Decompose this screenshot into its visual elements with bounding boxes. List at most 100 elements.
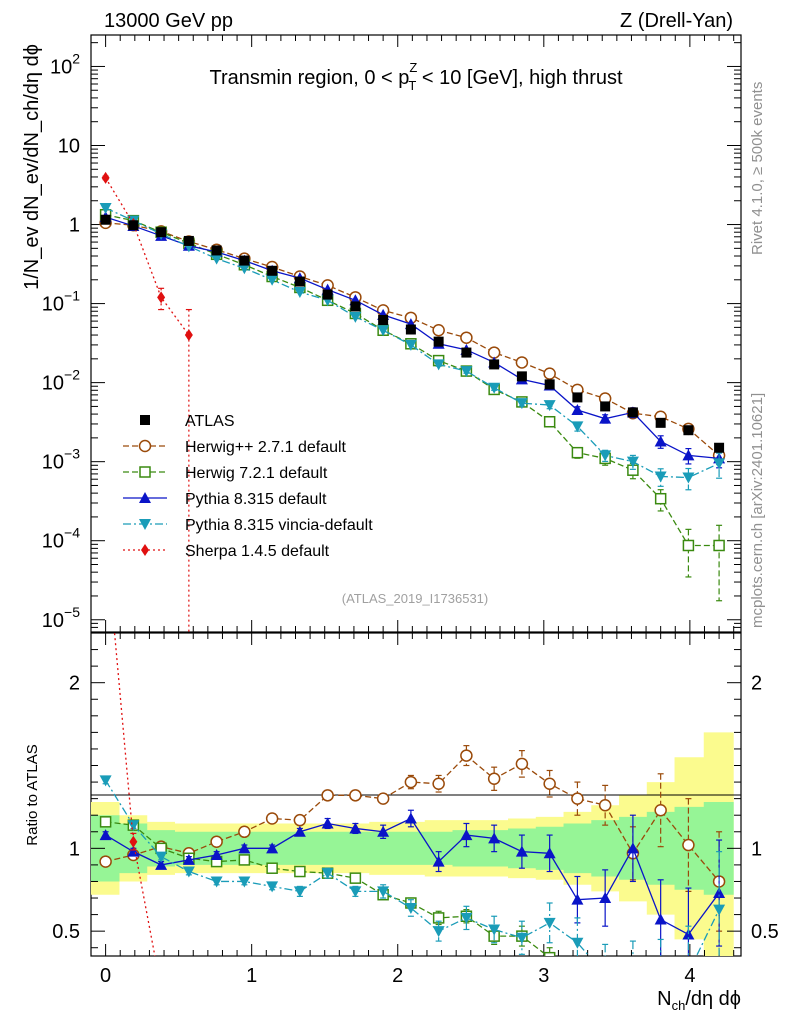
legend-marker-herwig-7-2-1-default bbox=[139, 466, 151, 478]
y-tick-base: 10 bbox=[42, 531, 64, 553]
data-point-herwig-2-7-1-default bbox=[432, 777, 445, 790]
data-point-atlas bbox=[627, 407, 638, 418]
data-point-herwig-2-7-1-default bbox=[543, 367, 556, 380]
data-point-herwig-7-2-1-default bbox=[682, 539, 695, 552]
data-point-pythia-8-315-vincia-default bbox=[682, 472, 695, 484]
data-point-pythia-8-315-vincia-default bbox=[543, 917, 556, 929]
data-point-pythia-8-315-default bbox=[155, 858, 168, 870]
data-point-atlas bbox=[378, 314, 389, 325]
data-point-herwig-2-7-1-default bbox=[238, 825, 251, 839]
ratio-axis-label: Ratio to ATLAS bbox=[24, 744, 41, 845]
data-point-herwig-2-7-1-default bbox=[682, 838, 695, 852]
data-point-herwig-2-7-1-default bbox=[265, 812, 279, 825]
data-point-atlas bbox=[156, 227, 167, 238]
data-point-atlas bbox=[461, 347, 472, 358]
data-point-pythia-8-315-vincia-default bbox=[349, 311, 362, 323]
data-point-pythia-8-315-vincia-default bbox=[515, 398, 528, 410]
mcplots-source-label: mcplots.cern.ch [arXiv:2401.10621] bbox=[749, 393, 766, 628]
data-point-herwig-7-2-1-default bbox=[238, 854, 251, 866]
y-tick-base: 10 bbox=[50, 56, 72, 78]
ratio-tick-label-left: 1 bbox=[69, 838, 80, 860]
data-point-herwig-7-2-1-default bbox=[294, 865, 306, 878]
legend-label-herwig-2-7-1-default: Herwig++ 2.7.1 default bbox=[185, 439, 347, 456]
data-point-atlas bbox=[211, 245, 222, 256]
data-point-atlas bbox=[655, 417, 666, 428]
y-tick-base: 10 bbox=[58, 135, 80, 157]
ratio-tick-label-left: 2 bbox=[69, 673, 80, 695]
y-tick-label: 102 bbox=[50, 50, 80, 78]
data-point-pythia-8-315-vincia-default bbox=[377, 325, 390, 337]
data-point-pythia-8-315-vincia-default bbox=[293, 287, 306, 299]
data-point-pythia-8-315-vincia-default bbox=[266, 274, 279, 286]
data-point-pythia-8-315-default bbox=[599, 412, 612, 424]
legend-marker-atlas bbox=[140, 415, 150, 425]
x-axis-label: Nch/dη dϕ bbox=[657, 988, 741, 1013]
data-point-pythia-8-315-vincia-default bbox=[182, 866, 195, 878]
data-point-pythia-8-315-vincia-default bbox=[432, 926, 445, 938]
data-point-pythia-8-315-default bbox=[682, 449, 695, 461]
data-point-pythia-8-315-vincia-default bbox=[432, 359, 445, 371]
x-tick-label: 2 bbox=[392, 965, 403, 987]
data-point-pythia-8-315-default bbox=[488, 832, 501, 844]
data-point-pythia-8-315-default bbox=[210, 848, 223, 860]
y-tick-label: 10 bbox=[58, 135, 80, 157]
data-point-herwig-2-7-1-default bbox=[210, 835, 223, 848]
ratio-tick-label-left: 0.5 bbox=[52, 921, 80, 943]
data-point-atlas bbox=[100, 214, 111, 225]
data-point-herwig-2-7-1-default bbox=[460, 749, 473, 762]
data-point-pythia-8-315-vincia-default bbox=[349, 886, 362, 898]
data-point-pythia-8-315-default bbox=[543, 847, 556, 859]
data-point-pythia-8-315-vincia-default bbox=[155, 851, 168, 863]
data-point-sherpa-1-4-5-default bbox=[102, 528, 110, 540]
data-point-atlas bbox=[267, 265, 278, 276]
data-point-pythia-8-315-vincia-default bbox=[293, 886, 306, 898]
rivet-version-label: Rivet 4.1.0, ≥ 500k events bbox=[749, 82, 766, 255]
legend-marker-pythia-8-315-vincia-default bbox=[139, 519, 151, 530]
data-point-herwig-2-7-1-default bbox=[460, 331, 473, 344]
data-point-atlas bbox=[183, 235, 194, 246]
y-tick-label: 10−4 bbox=[42, 525, 80, 553]
data-point-pythia-8-315-vincia-default bbox=[210, 876, 223, 888]
data-point-pythia-8-315-default bbox=[432, 855, 445, 867]
data-point-pythia-8-315-vincia-default bbox=[127, 820, 140, 832]
data-point-atlas bbox=[489, 359, 500, 370]
data-point-sherpa-1-4-5-default bbox=[157, 983, 165, 995]
band-green bbox=[91, 801, 734, 895]
data-point-pythia-8-315-vincia-default bbox=[654, 471, 667, 483]
data-point-atlas bbox=[294, 276, 305, 287]
data-point-herwig-2-7-1-default bbox=[293, 813, 307, 827]
y-tick-base: 1 bbox=[69, 215, 80, 237]
data-point-herwig-2-7-1-default bbox=[349, 789, 362, 802]
x-tick-label: 3 bbox=[538, 965, 549, 987]
uncertainty-bands bbox=[91, 732, 734, 956]
data-point-herwig-2-7-1-default bbox=[515, 757, 529, 771]
data-point-pythia-8-315-vincia-default bbox=[377, 886, 390, 898]
data-point-pythia-8-315-vincia-default bbox=[238, 876, 251, 888]
data-point-pythia-8-315-vincia-default bbox=[404, 902, 417, 914]
data-point-pythia-8-315-vincia-default bbox=[713, 904, 726, 916]
data-point-pythia-8-315-vincia-default bbox=[571, 937, 584, 949]
data-point-pythia-8-315-vincia-default bbox=[266, 881, 279, 893]
data-point-pythia-8-315-vincia-default bbox=[460, 366, 473, 378]
data-point-herwig-2-7-1-default bbox=[571, 792, 584, 805]
y-tick-exponent: −3 bbox=[64, 446, 80, 462]
data-point-pythia-8-315-vincia-default bbox=[404, 339, 417, 351]
y-tick-label: 10−3 bbox=[42, 446, 80, 474]
data-point-herwig-2-7-1-default bbox=[487, 772, 501, 786]
legend-label-pythia-8-315-vincia-default: Pythia 8.315 vincia-default bbox=[185, 517, 373, 534]
data-point-pythia-8-315-default bbox=[349, 822, 362, 834]
data-point-herwig-2-7-1-default bbox=[515, 356, 529, 369]
data-point-herwig-2-7-1-default bbox=[99, 855, 112, 868]
data-point-pythia-8-315-default bbox=[460, 829, 473, 841]
data-point-herwig-7-2-1-default bbox=[543, 951, 556, 956]
data-point-pythia-8-315-vincia-default bbox=[543, 400, 556, 412]
y-tick-label: 1 bbox=[69, 215, 80, 237]
data-point-pythia-8-315-default bbox=[654, 913, 667, 925]
data-point-pythia-8-315-default bbox=[99, 829, 112, 841]
series-line-sherpa-1-4-5-default bbox=[113, 633, 156, 956]
data-point-herwig-7-2-1-default bbox=[266, 862, 278, 874]
y-tick-label: 10−2 bbox=[42, 367, 80, 395]
legend-marker-pythia-8-315-default bbox=[139, 492, 151, 503]
data-point-pythia-8-315-vincia-default bbox=[210, 253, 223, 265]
data-point-sherpa-1-4-5-default bbox=[184, 329, 193, 342]
